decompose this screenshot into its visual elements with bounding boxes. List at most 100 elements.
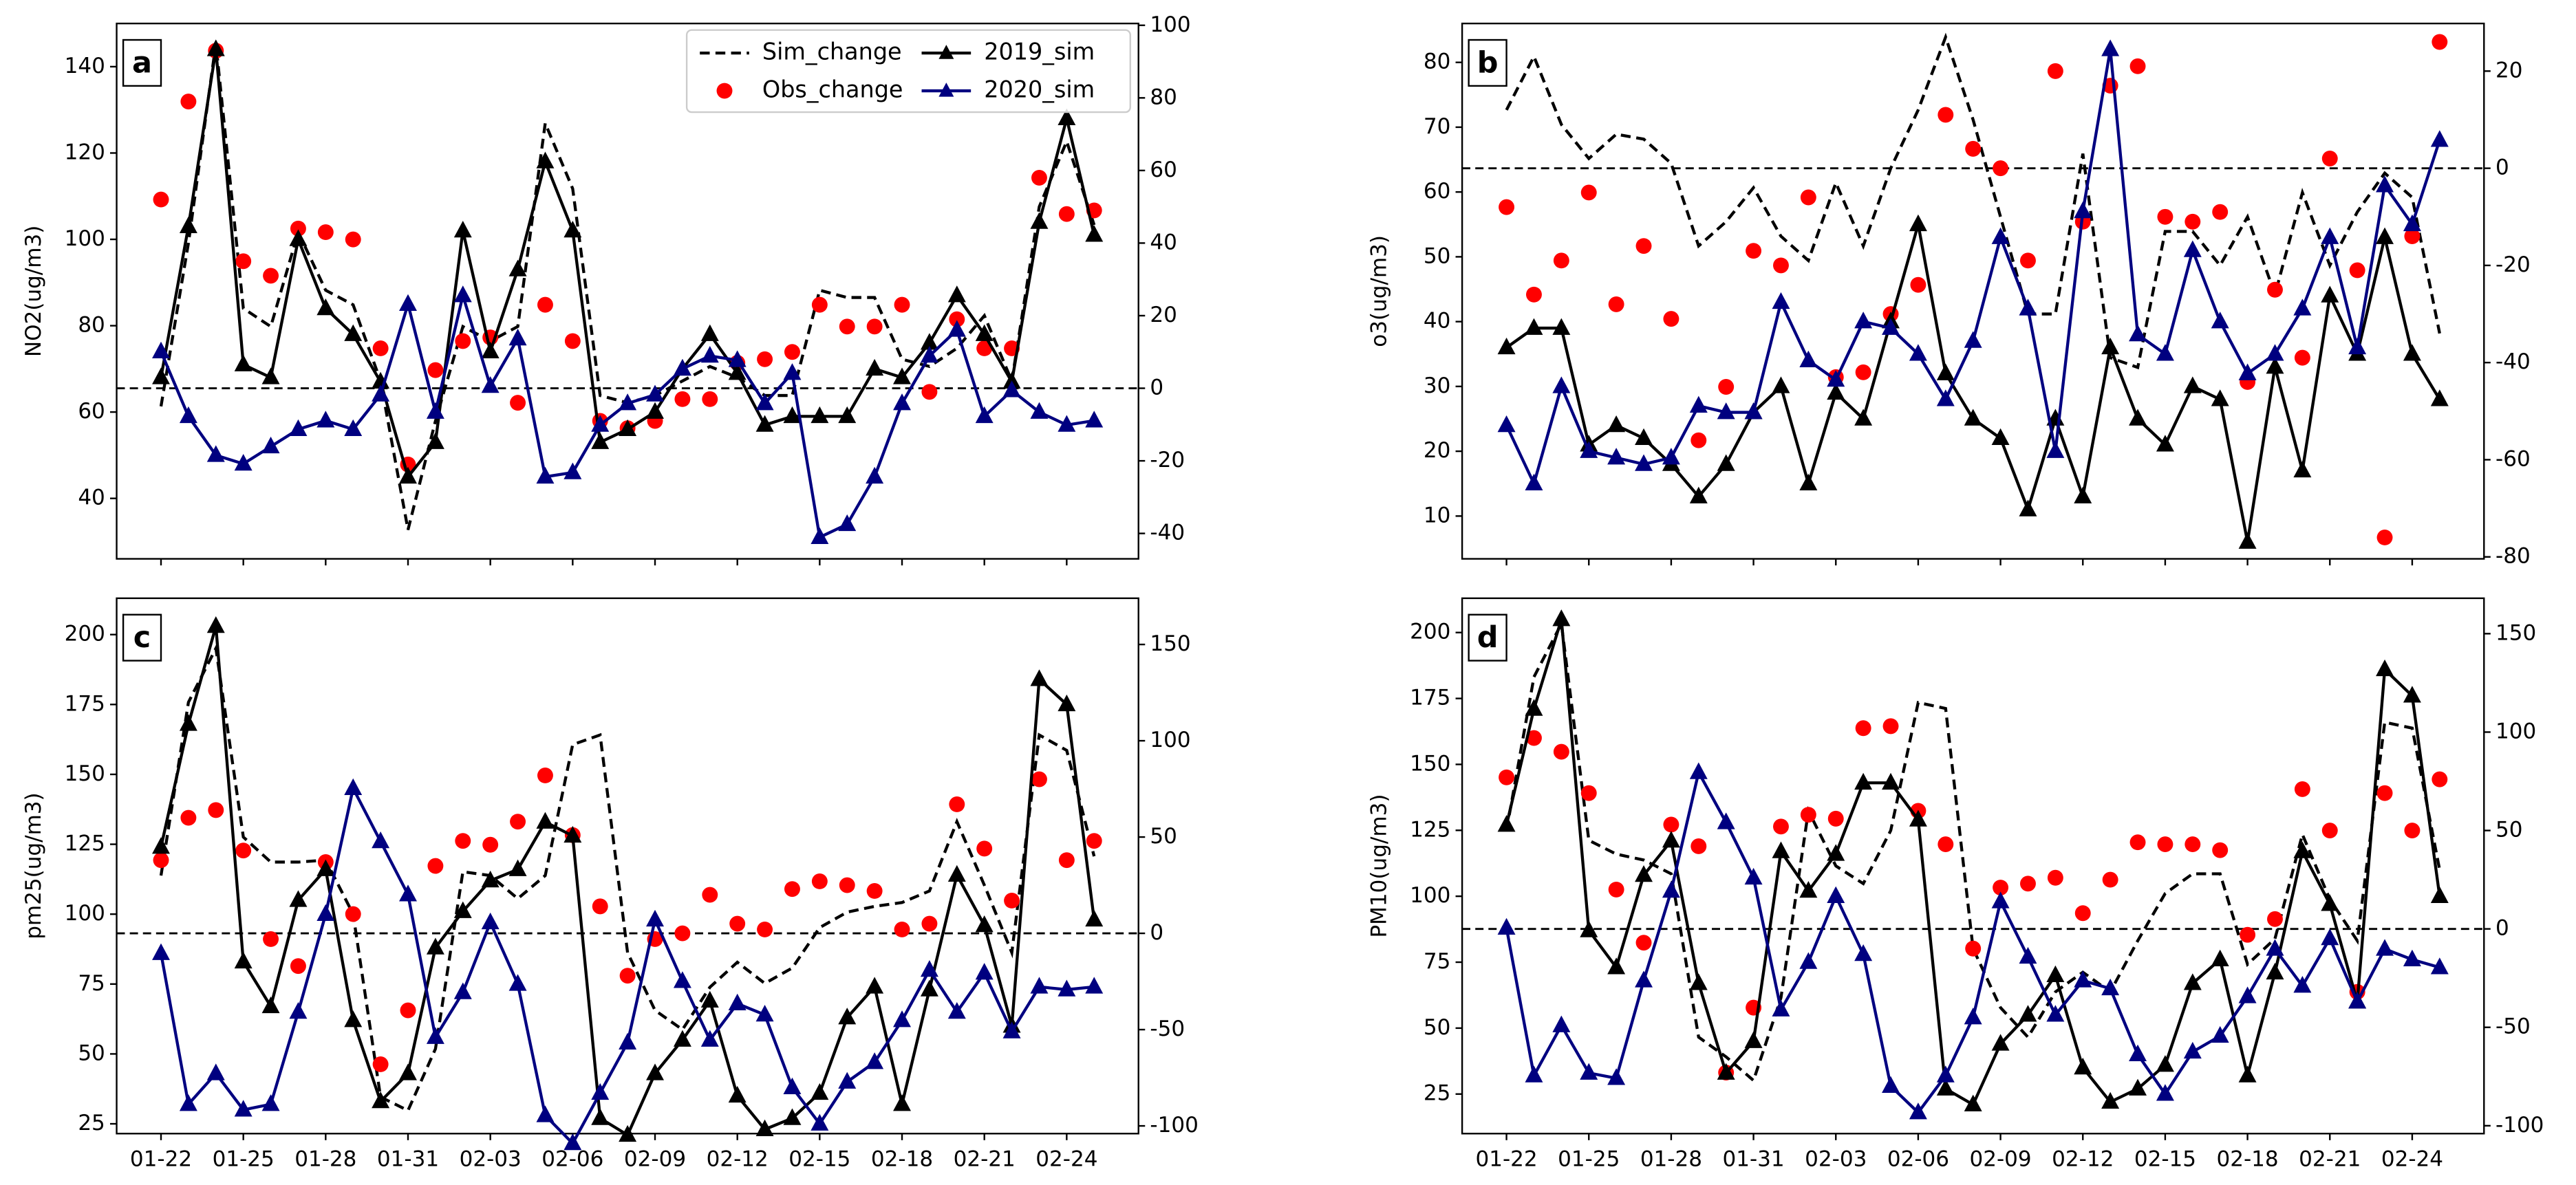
dot-marker: [949, 796, 965, 812]
triangle-marker: [289, 229, 308, 246]
y2-tick-label: 0: [2496, 916, 2509, 941]
dot-marker: [949, 311, 965, 327]
triangle-marker: [1772, 841, 1790, 858]
triangle-marker: [2101, 337, 2120, 355]
triangle-marker: [2183, 376, 2202, 393]
triangle-marker: [2238, 986, 2257, 1003]
x-tick-label: 02-12: [707, 1146, 769, 1171]
y2-tick-label: -20: [2496, 252, 2531, 277]
triangle-marker: [426, 402, 444, 419]
triangle-marker: [453, 901, 472, 918]
y2-tick-label: 100: [1150, 728, 1190, 752]
dot-marker: [2404, 228, 2421, 244]
triangle-marker: [1909, 214, 1927, 232]
triangle-marker: [1497, 337, 1516, 355]
y-tick-label: 100: [65, 901, 105, 926]
dot-marker: [1800, 807, 1816, 823]
dot-marker: [2294, 349, 2310, 366]
triangle-marker: [1607, 415, 1626, 433]
dot-marker: [2294, 781, 2310, 797]
y2-tick-label: 60: [1150, 157, 1177, 182]
triangle-marker: [755, 415, 774, 432]
triangle-marker: [1964, 1094, 1982, 1111]
triangle-marker: [1854, 944, 1873, 961]
panel-label-box: [1468, 39, 1507, 87]
x-tick-label: 01-28: [294, 1146, 356, 1171]
triangle-marker: [1689, 395, 1708, 413]
triangle-marker: [1772, 999, 1790, 1017]
triangle-marker: [179, 1094, 197, 1111]
triangle-marker: [2238, 1065, 2257, 1083]
triangle-marker: [453, 285, 472, 303]
triangle-marker: [344, 778, 363, 796]
x-tick-label: 02-12: [2052, 1146, 2114, 1171]
triangle-marker: [536, 1105, 555, 1122]
dot-marker: [455, 833, 471, 849]
triangle-marker: [2403, 949, 2421, 966]
triangle-marker: [2183, 973, 2202, 990]
y2-tick-label: 40: [1150, 230, 1177, 254]
triangle-marker: [1909, 344, 1927, 361]
dot-marker: [866, 883, 883, 899]
triangle-marker: [1827, 844, 1845, 861]
dot-marker: [1031, 771, 1047, 787]
panel-label-box: [1468, 613, 1507, 662]
x-tick-label: 02-06: [1887, 1146, 1949, 1171]
triangle-marker: [1689, 486, 1708, 503]
dot-marker: [784, 881, 800, 898]
y2-tick-label: 100: [1150, 12, 1190, 37]
series-line: [1505, 618, 2441, 1107]
triangle-marker: [2211, 389, 2229, 406]
panel-label-box: [122, 39, 162, 87]
triangle-marker: [1030, 402, 1049, 419]
triangle-marker: [2321, 285, 2339, 303]
x-tick-label: 02-21: [954, 1146, 1016, 1171]
dot-marker: [2240, 926, 2256, 943]
triangle-marker: [2430, 957, 2449, 975]
triangle-marker: [2074, 970, 2092, 988]
triangle-marker: [811, 1113, 829, 1131]
triangle-marker: [152, 341, 170, 359]
y2-tick-label: 50: [1150, 824, 1177, 849]
dot-marker: [1882, 718, 1899, 735]
triangle-marker: [1085, 411, 1104, 428]
y-tick-label: 60: [78, 399, 105, 424]
dot-marker: [1553, 743, 1569, 760]
dot-marker: [1690, 432, 1707, 448]
triangle-marker: [2266, 357, 2284, 374]
dot-marker: [702, 887, 718, 903]
triangle-marker: [1058, 415, 1076, 432]
dot-marker: [2102, 871, 2118, 888]
dot-marker: [1910, 276, 1926, 293]
triangle-marker: [1882, 1076, 1900, 1094]
triangle-marker: [1854, 409, 1873, 426]
dot-marker: [482, 836, 499, 853]
dot-marker: [1580, 785, 1597, 801]
dot-marker: [839, 318, 855, 335]
dot-marker: [2404, 823, 2421, 839]
y-tick-label: 70: [1424, 114, 1451, 139]
triangle-marker: [728, 363, 747, 380]
triangle-marker: [234, 453, 253, 471]
x-tick-label: 02-03: [460, 1146, 522, 1171]
y-tick-label: 30: [1424, 373, 1451, 398]
triangle-marker: [2376, 175, 2394, 193]
triangle-marker: [1827, 382, 1845, 400]
triangle-marker: [234, 354, 253, 371]
triangle-marker: [289, 419, 308, 437]
triangle-marker: [1689, 762, 1708, 779]
panel-label-box: [122, 613, 162, 662]
triangle-marker: [893, 1094, 911, 1111]
triangle-marker: [2019, 946, 2037, 964]
triangle-marker: [1030, 212, 1049, 229]
triangle-marker: [1580, 920, 1598, 937]
triangle-marker: [2019, 499, 2037, 517]
triangle-marker: [426, 432, 444, 449]
y2-tick-label: -100: [1150, 1113, 1198, 1138]
plot-frame: [1461, 597, 2485, 1135]
dot-marker: [1746, 243, 1762, 259]
triangle-marker: [1991, 891, 2010, 909]
triangle-marker: [2266, 939, 2284, 956]
triangle-marker: [1030, 977, 1049, 994]
